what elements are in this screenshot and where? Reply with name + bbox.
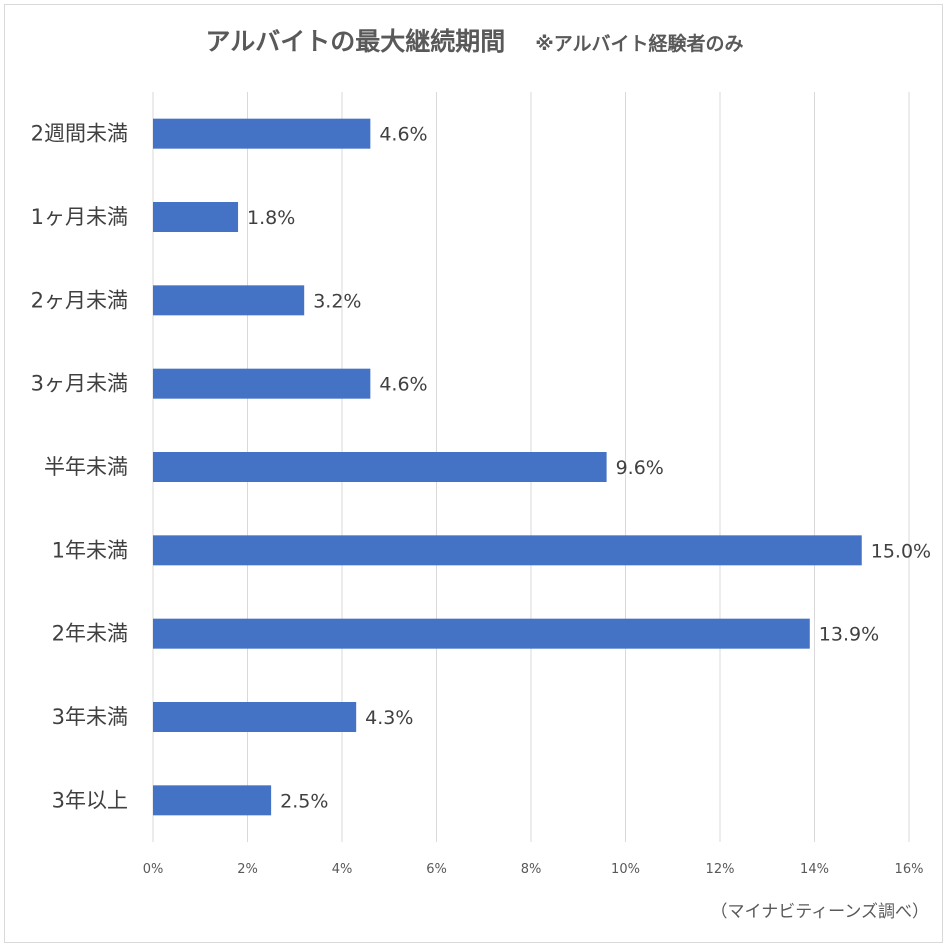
chart-title-row: アルバイトの最大継続期間 ※アルバイト経験者のみ [0, 22, 949, 58]
data-label: 4.6% [379, 124, 427, 146]
data-label: 15.0% [871, 540, 931, 562]
x-tick-label: 12% [706, 862, 735, 877]
category-label: 2週間未満 [31, 122, 128, 146]
x-tick-label: 14% [800, 862, 829, 877]
category-label: 2年未満 [52, 622, 128, 646]
category-label: 3ヶ月未満 [31, 372, 128, 396]
data-label: 13.9% [819, 624, 879, 646]
bar [153, 702, 357, 732]
chart-subtitle: ※アルバイト経験者のみ [535, 33, 744, 55]
bar [153, 785, 272, 816]
x-tick-label: 0% [143, 862, 164, 877]
bar [153, 618, 810, 649]
category-label: 1ヶ月未満 [31, 205, 128, 229]
x-tick-label: 8% [521, 862, 542, 877]
data-label: 4.6% [379, 374, 427, 396]
x-tick-label: 2% [237, 862, 258, 877]
category-label: 1年未満 [52, 538, 128, 562]
data-label: 2.5% [280, 790, 328, 812]
bar [153, 368, 371, 399]
bar [153, 535, 862, 566]
category-label: 2ヶ月未満 [31, 288, 128, 312]
chart-title: アルバイトの最大継続期間 [205, 27, 506, 56]
bar [153, 285, 305, 316]
x-tick-label: 10% [611, 862, 640, 877]
data-label: 4.3% [365, 707, 413, 729]
category-label: 3年以上 [52, 788, 128, 812]
x-tick-label: 4% [332, 862, 353, 877]
bar [153, 118, 371, 149]
data-label: 1.8% [247, 207, 295, 229]
data-label: 3.2% [313, 290, 361, 312]
bar [153, 452, 607, 482]
bar [153, 202, 239, 232]
x-tick-label: 6% [426, 862, 447, 877]
data-label: 9.6% [616, 457, 664, 479]
category-label: 半年未満 [44, 455, 128, 479]
source-note: （マイナビティーンズ調べ） [710, 902, 929, 922]
x-tick-label: 16% [895, 862, 924, 877]
category-label: 3年未満 [52, 705, 128, 729]
